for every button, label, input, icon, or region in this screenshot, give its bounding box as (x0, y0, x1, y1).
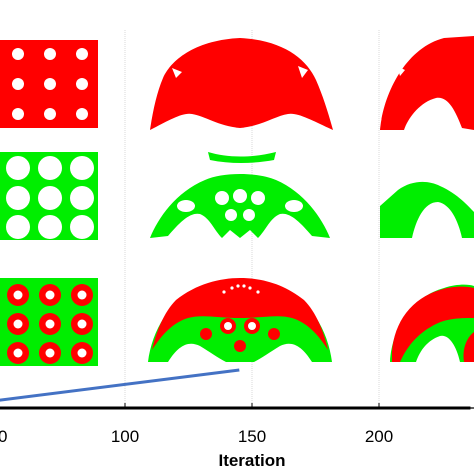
inset-2-3-arch (380, 181, 474, 238)
axes: 50 100 150 200 Iteration (0, 403, 474, 470)
x-tick-label-150: 150 (238, 427, 266, 446)
inset-row-2 (0, 152, 474, 240)
x-tick-label-200: 200 (365, 427, 393, 446)
series-layer (0, 368, 471, 410)
inset-1-2-arch (150, 38, 333, 130)
x-tick-label-50: 50 (0, 427, 7, 446)
inset-1-1-perforated-plate (0, 40, 98, 128)
x-ticks: 50 100 150 200 (0, 403, 393, 446)
inset-2-1-perforated-plate (0, 152, 98, 240)
inset-3-2-arch (148, 278, 332, 362)
x-tick-label-100: 100 (111, 427, 139, 446)
inset-3-3-arch (390, 284, 474, 362)
inset-row-1 (0, 36, 474, 130)
inset-2-2-arch (150, 152, 330, 238)
series-line-1 (0, 368, 240, 402)
inset-3-1-perforated-plate (0, 278, 98, 366)
inset-1-3-arch (380, 36, 474, 130)
x-axis-label: Iteration (218, 451, 285, 470)
inset-row-3 (0, 278, 474, 366)
